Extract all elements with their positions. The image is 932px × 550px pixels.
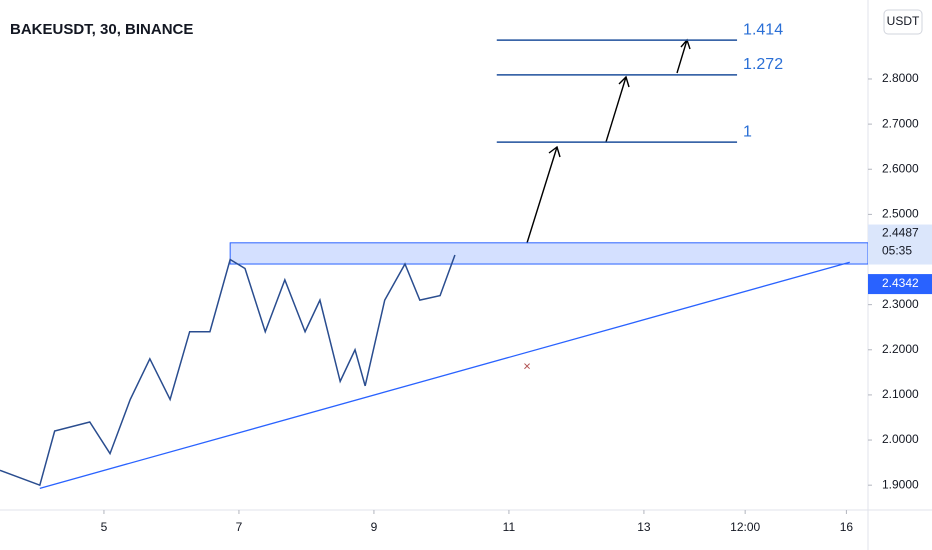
- button-label[interactable]: USDT: [887, 14, 920, 28]
- arrow: [676, 39, 688, 74]
- y-tick-label: 2.8000: [882, 71, 919, 85]
- marker-price-tag: [868, 274, 932, 295]
- cross-marker: ×: [523, 358, 531, 373]
- trend-line: [39, 261, 850, 489]
- y-tick-label: 2.5000: [882, 207, 919, 221]
- countdown-label: 05:35: [882, 244, 912, 258]
- resistance-zone: [229, 242, 869, 265]
- y-tick-label: 2.0000: [882, 432, 919, 446]
- x-tick-label: 9: [371, 520, 378, 534]
- marker-price-label: 2.4342: [882, 276, 919, 290]
- x-tick-label: 12:00: [730, 520, 760, 534]
- x-tick-label: 11: [503, 520, 516, 534]
- x-tick-label: 13: [637, 520, 651, 534]
- fib-label: 1: [743, 123, 752, 140]
- arrows: [526, 38, 691, 244]
- arrow-head: [618, 75, 630, 88]
- x-tick-label: 16: [840, 520, 854, 534]
- x-tick-label: 7: [236, 520, 243, 534]
- button-frame[interactable]: [883, 9, 923, 35]
- y-tick-label: 2.6000: [882, 161, 919, 175]
- fib-label: 1.272: [743, 56, 783, 73]
- y-tick-label: 2.2000: [882, 342, 919, 356]
- price-line: [0, 254, 456, 487]
- arrow-head: [548, 145, 561, 158]
- last-price-tag: [868, 224, 932, 265]
- x-tick-label: 5: [101, 520, 108, 534]
- y-tick-label: 1.9000: [882, 477, 919, 491]
- currency-button[interactable]: USDT: [883, 9, 923, 35]
- chart-title: BAKEUSDT, 30, BINANCE: [10, 21, 193, 38]
- fib-label: 1.414: [743, 21, 783, 38]
- arrow: [605, 76, 627, 143]
- arrow: [526, 146, 558, 244]
- y-tick-label: 2.3000: [882, 297, 919, 311]
- y-tick-label: 2.1000: [882, 387, 919, 401]
- last-price-label: 2.4487: [882, 226, 919, 240]
- y-tick-label: 2.7000: [882, 116, 919, 130]
